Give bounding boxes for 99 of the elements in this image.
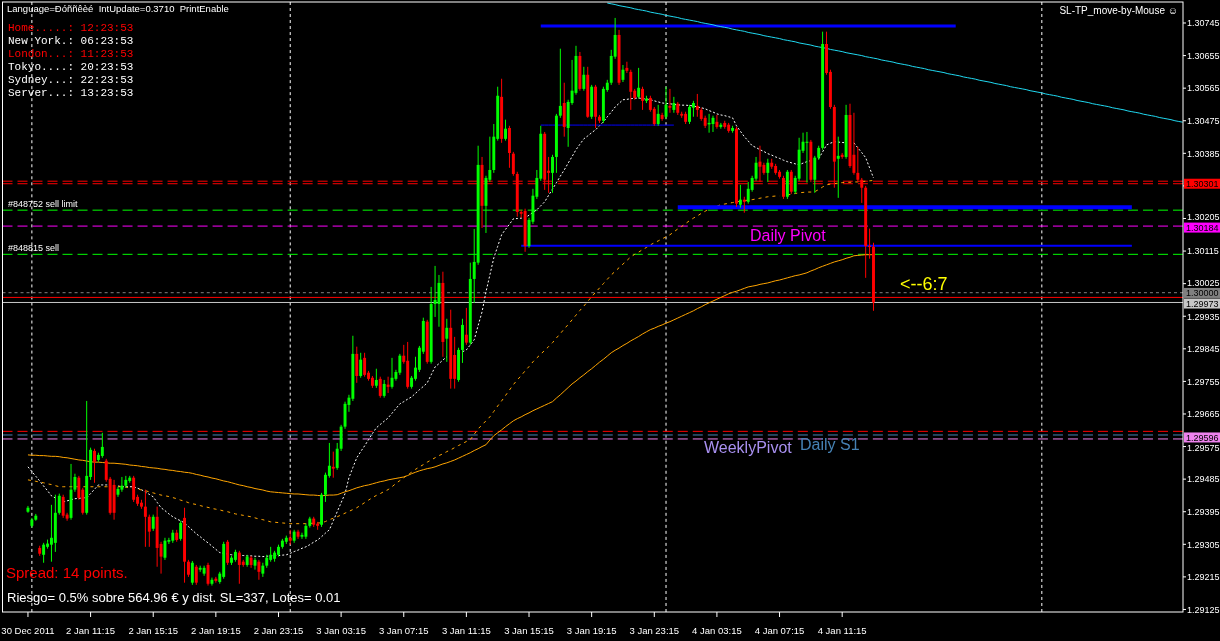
candlestick [668, 88, 672, 114]
y-tick-label: 1.30475 [1187, 116, 1220, 127]
annotation: Daily Pivot [750, 227, 827, 245]
y-tick-label: 1.29215 [1187, 572, 1220, 583]
y-tick-label: 1.30115 [1187, 246, 1219, 257]
candlestick [558, 48, 562, 119]
x-tick-label: 30 Dec 2011 [1, 625, 55, 636]
x-tick-label: 3 Jan 15:15 [504, 625, 554, 636]
annotation: London...: 11:23:53 [8, 48, 134, 60]
candlestick [813, 155, 817, 194]
candlestick [363, 352, 367, 378]
annotation: New York.: 06:23:53 [8, 35, 134, 47]
y-tick-label: 1.29485 [1187, 474, 1220, 485]
candlestick [766, 158, 770, 183]
annotation: Daily S1 [800, 435, 860, 453]
candlestick [132, 475, 136, 503]
y-tick-label: 1.29755 [1187, 376, 1220, 387]
annotation: <--6:7 [900, 274, 948, 295]
x-tick-label: 4 Jan 03:15 [692, 625, 742, 636]
candlestick [656, 104, 660, 127]
candlestick [355, 346, 359, 384]
candlestick [237, 550, 241, 585]
x-tick-label: 2 Jan 23:15 [253, 625, 304, 636]
candlestick [695, 93, 699, 118]
annotation: WeeklyPivot [704, 438, 793, 456]
candlestick [374, 368, 378, 389]
candlestick [715, 114, 719, 130]
candlestick [42, 542, 46, 564]
candlestick [194, 564, 198, 586]
candlestick [147, 514, 151, 548]
candlestick [868, 228, 872, 260]
annotation: Language=Ðóññêèé IntUpdate=0.3710 PrintEnable [7, 3, 229, 14]
candlestick [660, 112, 664, 122]
annotation: #848815 sell [8, 243, 60, 254]
candlestick [190, 560, 194, 586]
y-tick-label: 1.30205 [1187, 212, 1220, 223]
x-tick-label: 3 Jan 23:15 [629, 625, 680, 636]
candlestick [805, 131, 809, 184]
annotation: #848752 sell limit [8, 199, 79, 210]
candlestick [386, 376, 390, 394]
y-tick-label: 1.30385 [1187, 148, 1220, 159]
y-tick-label: 1.29125 [1187, 604, 1220, 615]
annotation: Tokyo....: 20:23:53 [8, 61, 134, 73]
candlestick [582, 66, 586, 92]
candlestick [688, 104, 691, 125]
ref-line-label: 1.30000 [1186, 288, 1219, 299]
candlestick [464, 307, 468, 346]
annotation: Sydney...: 22:23:53 [8, 74, 134, 86]
x-tick-label: 2 Jan 19:15 [191, 625, 241, 636]
x-tick-label: 3 Jan 11:15 [441, 625, 491, 636]
candlestick [504, 119, 507, 142]
x-tick-label: 3 Jan 07:15 [378, 625, 429, 636]
candlestick [359, 352, 363, 379]
candlestick [551, 154, 554, 194]
candlestick [57, 493, 61, 516]
x-tick-label: 3 Jan 03:15 [316, 625, 366, 636]
y-tick-label: 1.29845 [1187, 344, 1220, 355]
ref-line-label: 1.30301 [1186, 179, 1219, 190]
candlestick [511, 151, 515, 177]
x-tick-label: 4 Jan 11:15 [817, 625, 867, 636]
x-tick-label: 3 Jan 19:15 [566, 625, 617, 636]
y-tick-label: 1.30565 [1187, 83, 1220, 94]
y-tick-label: 1.30025 [1187, 277, 1220, 288]
line-series [606, 2, 1183, 123]
x-tick-label: 2 Jan 11:15 [66, 625, 116, 636]
candlestick [179, 520, 183, 542]
candlestick [257, 559, 261, 581]
candlestick [378, 376, 382, 399]
candlestick [738, 184, 742, 209]
x-tick-label: 2 Jan 15:15 [128, 625, 179, 636]
y-tick-label: 1.29395 [1187, 507, 1220, 518]
candlestick [445, 318, 449, 363]
annotation: Riesgo= 0.5% sobre 564.96 € y dist. SL=337, Lotes= 0.01 [7, 590, 341, 605]
candlestick [672, 96, 676, 114]
y-tick-label: 1.30655 [1187, 50, 1220, 61]
candlestick [163, 537, 167, 561]
ref-line-label: 1.29973 [1186, 298, 1219, 309]
ref-line-label: 1.30184 [1186, 222, 1219, 233]
y-tick-label: 1.29935 [1187, 311, 1220, 322]
x-tick-label: 4 Jan 07:15 [754, 625, 805, 636]
candlestick [61, 494, 65, 519]
y-tick-label: 1.29305 [1187, 539, 1220, 550]
candlestick [100, 432, 104, 459]
candlestick [93, 448, 96, 484]
candlestick [120, 476, 124, 493]
candlestick [562, 82, 566, 138]
candlestick [214, 576, 218, 584]
annotation: Home.....: 12:23:53 [8, 22, 134, 34]
annotation: SL-TP_move-by-Mouse ☺ [1059, 5, 1178, 16]
y-tick-label: 1.29575 [1187, 443, 1220, 454]
candlestick [331, 451, 335, 479]
candlestick [210, 577, 214, 587]
candlestick [836, 136, 840, 199]
annotation: Spread: 14 points. [6, 564, 128, 581]
annotation: Server...: 13:23:53 [8, 87, 134, 99]
y-tick-label: 1.29665 [1187, 409, 1220, 420]
y-tick-label: 1.30745 [1187, 18, 1220, 29]
ref-line-label: 1.29596 [1186, 432, 1219, 443]
candlestick [637, 67, 641, 100]
